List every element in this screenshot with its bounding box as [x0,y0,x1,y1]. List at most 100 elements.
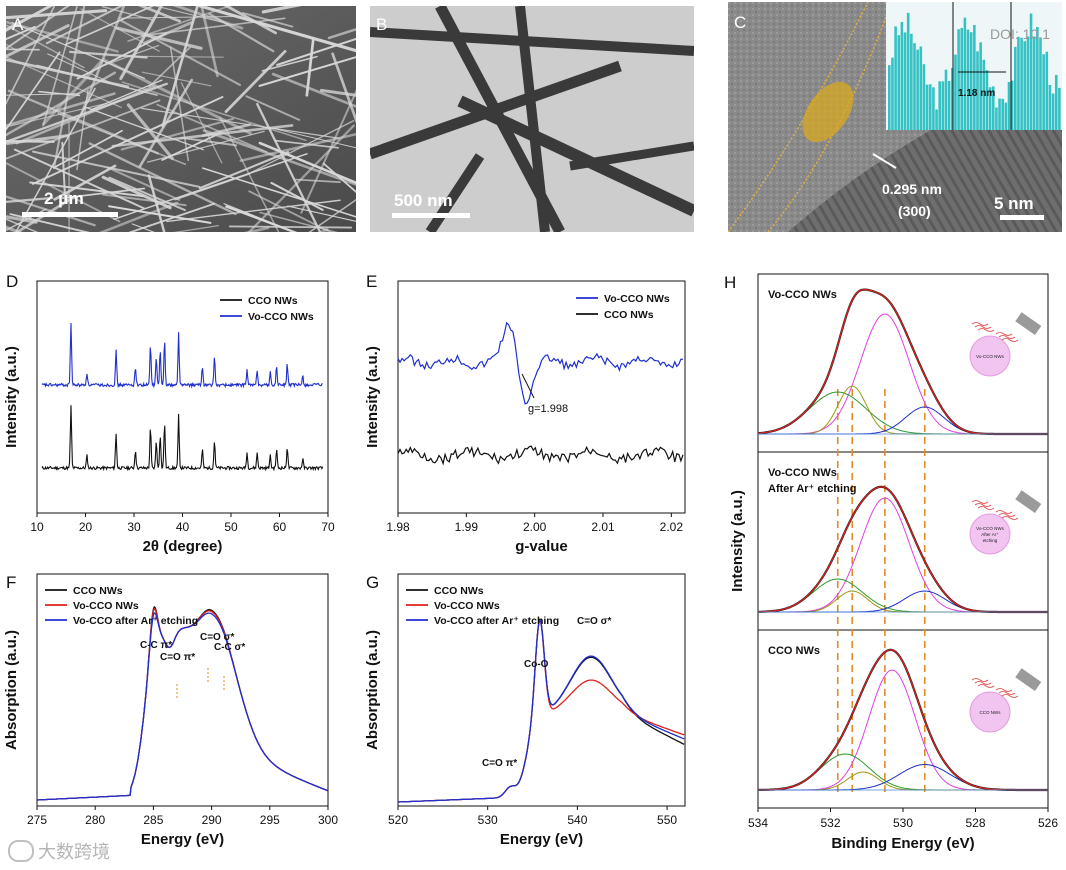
annotation-co-sigma: C=O σ* [577,616,611,627]
signal-wave-icon [998,335,1016,339]
legend-entry: CCO NWs [604,309,654,321]
tem-wire [370,60,622,160]
inset-intensity-bar [1010,80,1014,130]
sem-wire [6,9,108,20]
sem-wire [138,6,181,23]
brand-watermark: 大数跨境 [8,838,110,864]
annotation-co-sigma: C=O σ* [200,632,234,643]
raw-data [758,485,1048,614]
chart-e: 1.98 1.99 2.00 2.01 2.02 g-value Intensity (a.… [364,272,686,555]
sem-wire [319,88,356,97]
series-line-vo-cco [41,322,323,389]
sem-wire [138,78,194,168]
x-tick-label: 300 [318,813,338,827]
inset-intensity-bar [1007,81,1011,130]
x-tick-label: 2.02 [660,520,684,534]
signal-wave-icon [995,510,1013,514]
sem-wire [80,8,160,52]
sem-wire [223,6,278,35]
inset-intensity-bar [935,109,938,130]
tem-wire [569,141,694,171]
inset-intensity-bar [1017,36,1020,131]
inset-intensity-bar [910,33,913,130]
sample-sphere-label: Vo-CCO NWs [976,526,1005,531]
inset-intensity-bar [916,49,919,130]
sem-wire [108,176,186,212]
sem-wire [113,153,308,220]
x-axis-label: 2θ (degree) [143,538,223,555]
sem-wire [6,51,61,131]
panel-c-spacing: 0.295 nm [882,181,942,197]
sem-wire [259,211,339,232]
sem-wire [6,161,121,223]
inset-intensity-bar [932,87,935,130]
sem-wire [6,99,161,160]
subpanel-1: Vo-CCO NWs Vo-CCO NWs [757,288,1048,436]
tem-wire [457,95,694,217]
sem-wire [156,103,268,153]
sem-wire [308,198,356,232]
inset-intensity-bar [1014,46,1017,130]
inset-intensity-bar [891,57,894,130]
sample-sphere-icon [969,513,1011,555]
annotation-g-value: g=1.998 [528,403,568,415]
sample-sphere-label: After Ar⁺ [981,532,999,537]
inset-intensity-bar [963,17,967,130]
x-tick-label: 285 [143,813,163,827]
sem-wire [6,71,117,137]
sem-wire [120,117,235,151]
legend-entry: Vo-CCO after Ar⁺ etching [434,615,559,627]
sem-wire [244,226,270,232]
y-axis-label: Intensity (a.u.) [729,490,746,592]
x-tick-label: 526 [1038,816,1058,830]
sem-wire [305,37,315,97]
chart-g: 520 530 540 550 Energy (eV) Absorption (a.u.)… [364,573,686,848]
panel-a-scalebar [22,212,118,217]
signal-wave-icon [977,506,995,510]
panel-label: F [6,573,16,592]
inset-intensity-bar [894,26,897,131]
sem-wire [6,58,130,89]
inset-intensity-bar [1042,54,1045,130]
series-line-cco [397,445,684,466]
inset-intensity-bar [982,59,986,130]
legend-entry: CCO NWs [73,585,123,597]
series-line-1 [398,619,685,803]
sem-wire [79,6,126,117]
sem-wire [6,208,47,232]
sem-wire [108,205,212,224]
sem-wire [261,6,302,14]
sem-wire [11,22,146,79]
fit-component-3 [758,406,1048,435]
inset-intensity-bar [966,29,970,130]
sem-wire [169,46,190,162]
inset-intensity-bar [919,46,923,130]
ar-beam-icon [1015,490,1042,513]
panel-c-scalebar [1000,215,1044,220]
panel-c-hrtem-image: 1.18 nm 0.295 nm (300) 5 nm C [728,2,1062,232]
x-tick-label: 290 [202,813,222,827]
inset-intensity-bar [969,32,973,130]
chart-d: 10 20 30 40 50 60 70 2θ (degree) Intensity (a.u.… [3,272,335,555]
panel-label: H [724,273,736,292]
sem-wire [6,24,85,69]
signal-wave-icon [998,513,1016,517]
inset-intensity-bar [998,98,1001,130]
signal-wave-icon [1001,338,1019,342]
sem-wire [200,6,219,78]
sem-wire [32,150,201,188]
signal-wave-icon [998,691,1016,695]
x-tick-label: 530 [893,816,913,830]
inset-intensity-bar [985,70,989,130]
x-tick-label: 540 [567,813,587,827]
sem-wire [194,6,356,53]
sem-wire [6,24,70,59]
doi-watermark: DOI: 10.1 [990,26,1050,42]
inset-intensity-bar [928,84,932,130]
sample-sphere-label: Vo-CCO NWs [976,354,1005,359]
tem-wire [515,6,550,232]
inset-intensity-bar [897,35,901,130]
y-axis-label: Absorption (a.u.) [364,630,381,750]
sem-wire [38,90,81,97]
sem-wire [107,166,181,201]
